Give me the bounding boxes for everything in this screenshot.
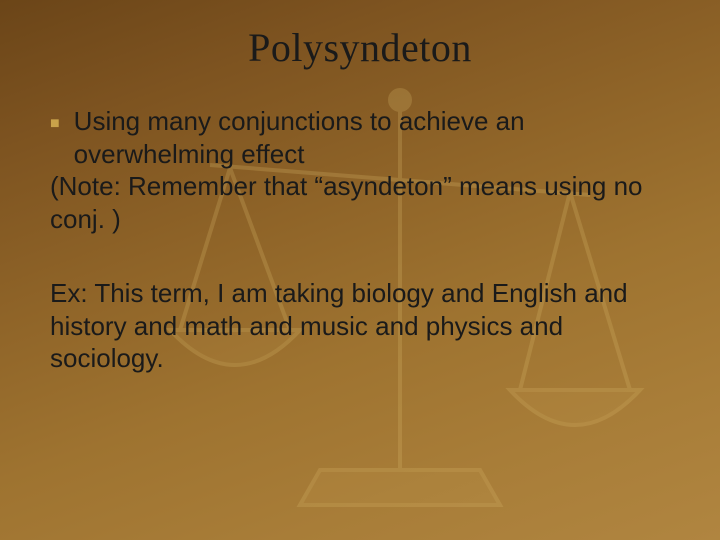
slide-body: ■ Using many conjunctions to achieve an …	[50, 105, 670, 375]
slide-container: Polysyndeton ■ Using many conjunctions t…	[0, 0, 720, 540]
example-text: Ex: This term, I am taking biology and E…	[50, 277, 670, 375]
bullet-marker-icon: ■	[50, 114, 60, 134]
bullet-text: Using many conjunctions to achieve an ov…	[74, 105, 670, 170]
bullet-item: ■ Using many conjunctions to achieve an …	[50, 105, 670, 170]
slide-title: Polysyndeton	[50, 24, 670, 71]
note-text: (Note: Remember that “asyndeton” means u…	[50, 170, 670, 235]
